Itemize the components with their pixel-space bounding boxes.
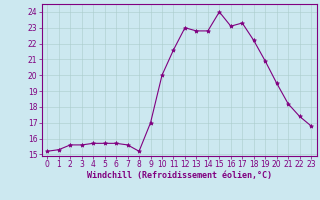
X-axis label: Windchill (Refroidissement éolien,°C): Windchill (Refroidissement éolien,°C) (87, 171, 272, 180)
